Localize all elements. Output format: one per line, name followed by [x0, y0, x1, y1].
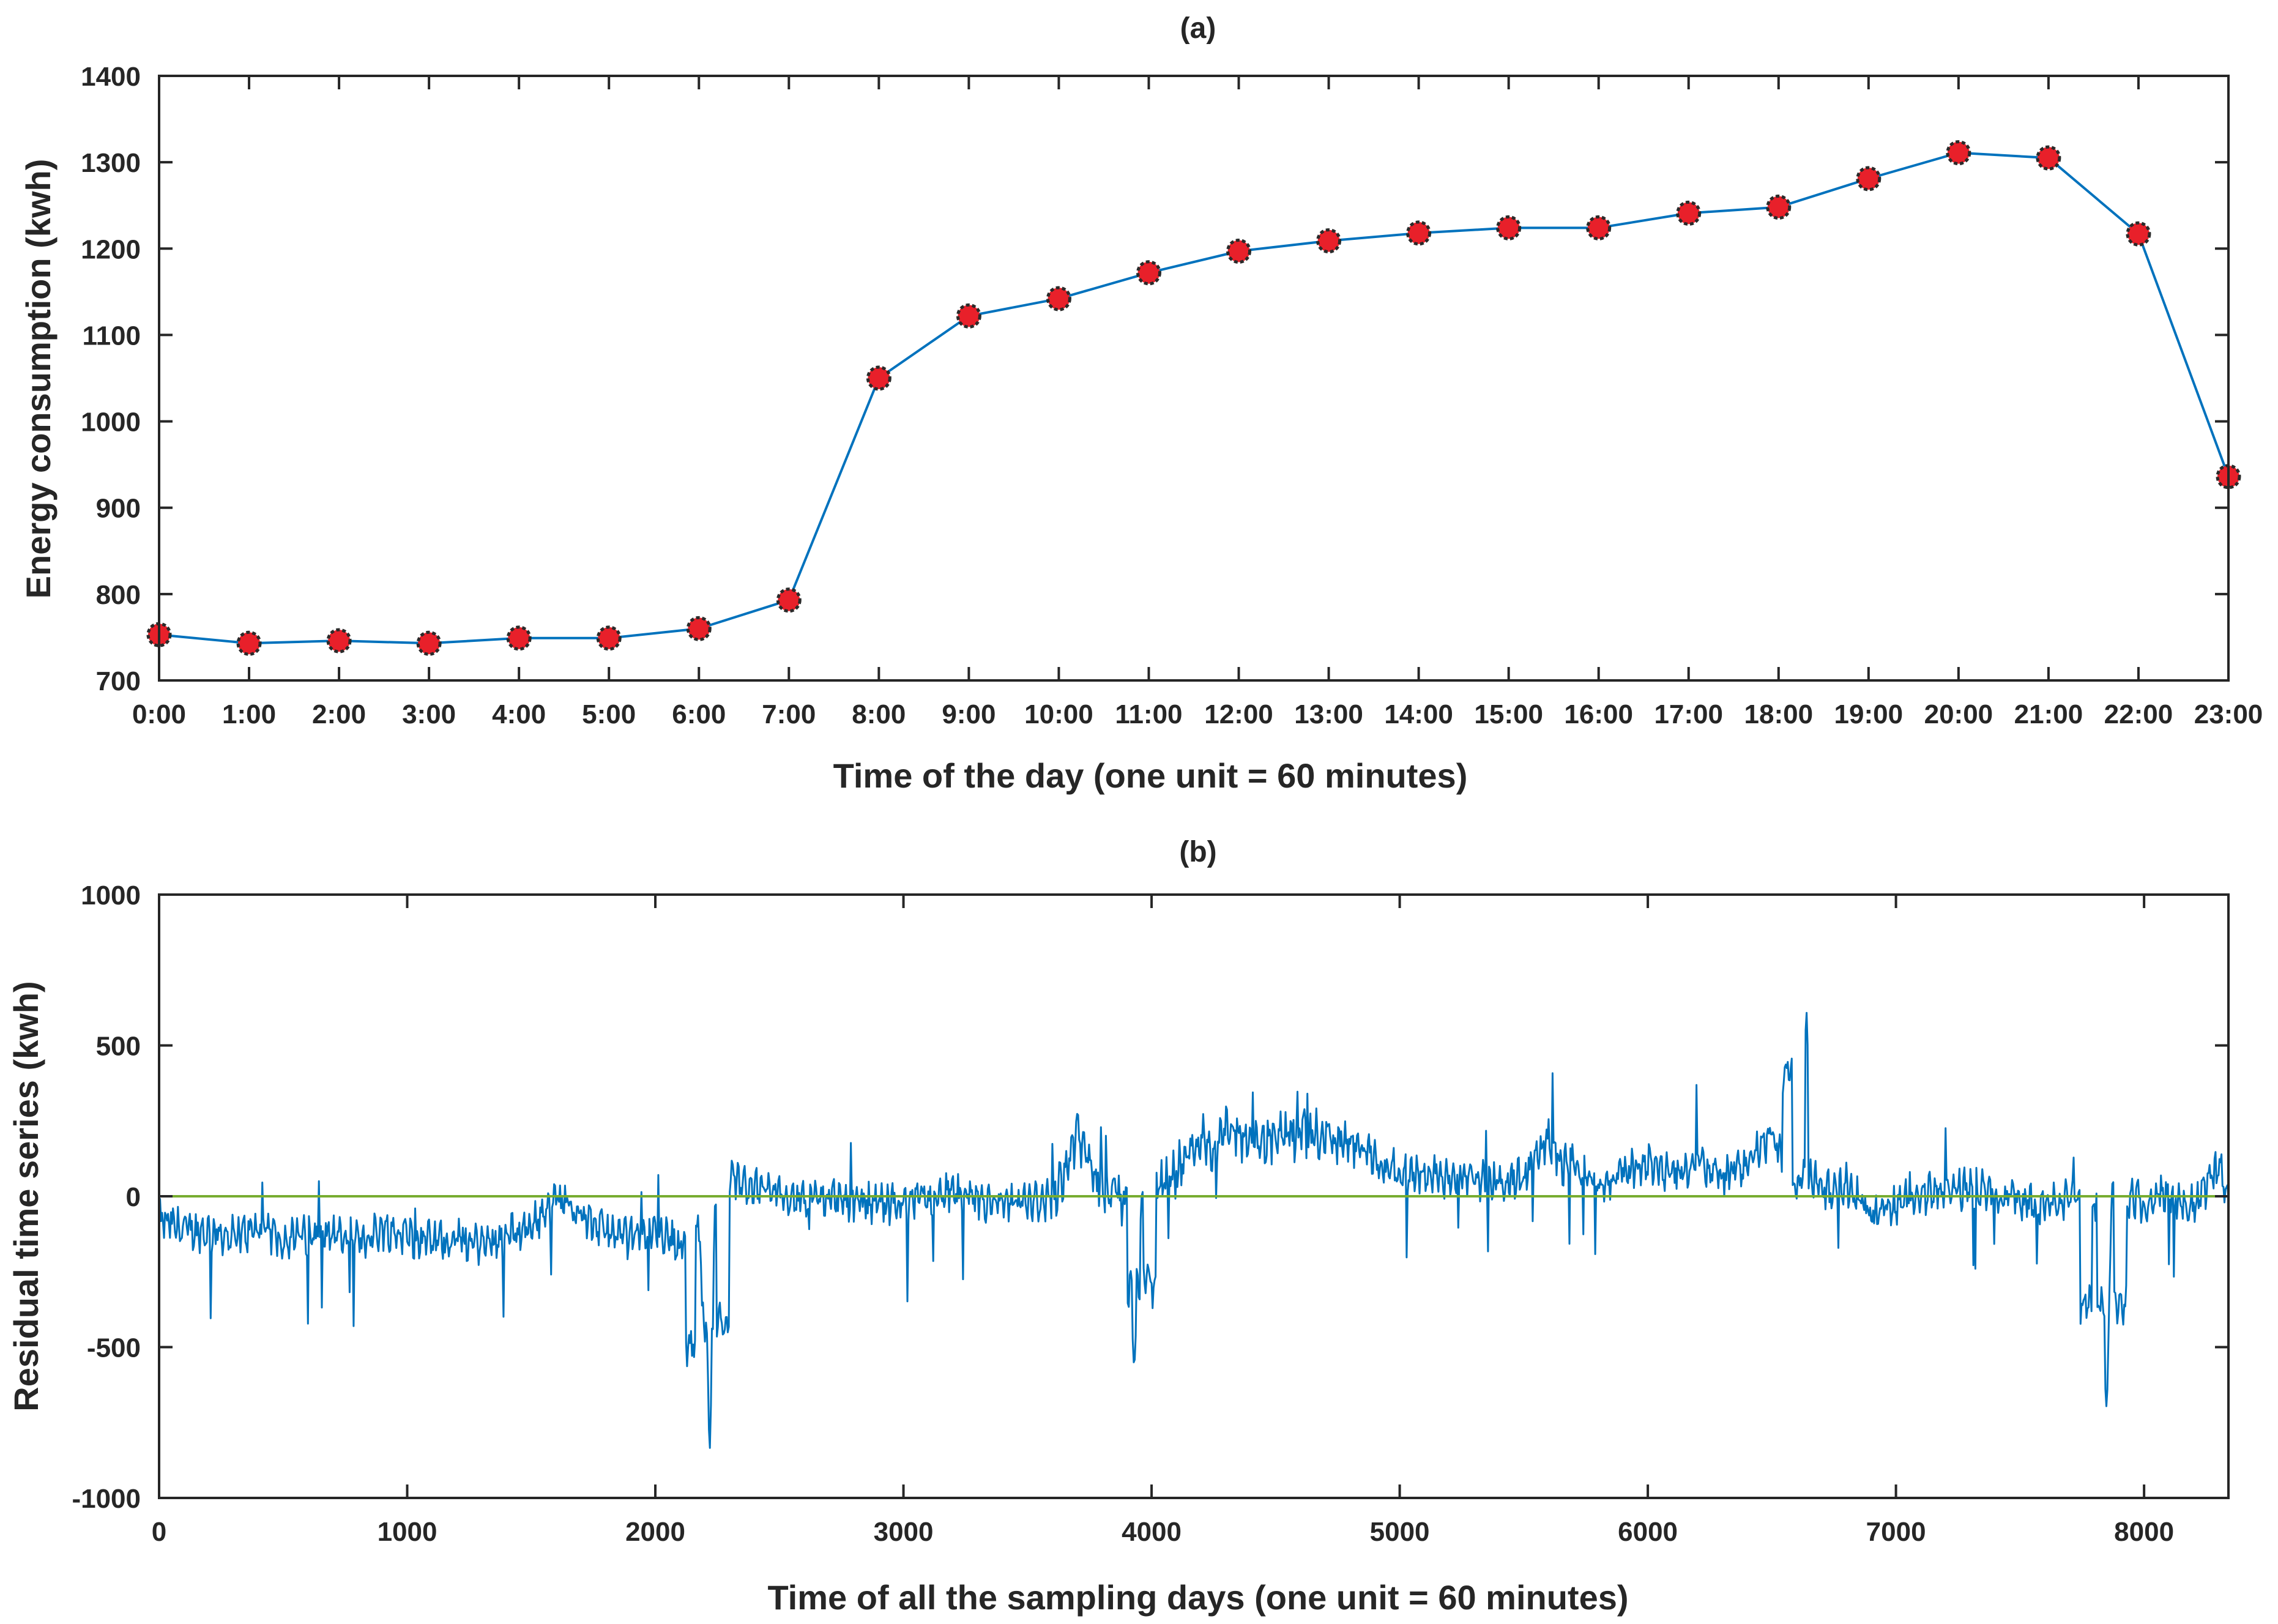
- panel-a-xtick-label: 7:00: [762, 699, 816, 729]
- panel-a-ylabel: Energy consumption (kwh): [19, 159, 58, 599]
- panel-a-ytick-label: 1000: [81, 408, 141, 438]
- panel-b-xtick-label: 1000: [378, 1517, 437, 1547]
- panel-a-xtick-label: 8:00: [852, 699, 906, 729]
- panel-a-ytick-label: 1200: [81, 234, 141, 264]
- panel-b-xtick-label: 5000: [1370, 1517, 1430, 1547]
- panel-a-xtick-label: 15:00: [1474, 699, 1543, 729]
- panel-a-data-point: [236, 630, 262, 656]
- panel-a-xtick-label: 6:00: [672, 699, 726, 729]
- panel-a-ytick-label: 700: [96, 666, 141, 696]
- panel-a-data-point: [1766, 195, 1792, 220]
- panel-a-xtick-label: 23:00: [2194, 699, 2263, 729]
- panel-b-plot-area: [158, 1011, 2230, 1449]
- panel-a-data-point: [1496, 215, 1522, 240]
- panel-b-ytick-label: -500: [87, 1333, 141, 1363]
- panel-b-xtick-label: 8000: [2114, 1517, 2174, 1547]
- panel-a-data-point: [1136, 260, 1161, 286]
- panel-a-xlabel: Time of the day (one unit = 60 minutes): [833, 756, 1468, 795]
- panel-b-ytick-label: 1000: [81, 881, 141, 911]
- panel-a-data-point: [596, 625, 622, 651]
- panel-a-data-point: [2126, 221, 2151, 247]
- panel-b-ticks: -1000 -500 0 500 1000 0 1000 2000 3000 4000 5000 60…: [72, 881, 2228, 1547]
- panel-a-ytick-label: 1100: [83, 321, 141, 351]
- panel-a-xtick-label: 13:00: [1294, 699, 1363, 729]
- panel-a-xtick-label: 5:00: [582, 699, 636, 729]
- panel-b-xtick-label: 6000: [1618, 1517, 1678, 1547]
- panel-a-xtick-label: 9:00: [942, 699, 996, 729]
- panel-a-xtick-label: 12:00: [1204, 699, 1273, 729]
- panel-a-ticks: 700 800 900 1000 1100 1200 1300 1400 0:00 1:00 2:0…: [81, 62, 2263, 729]
- panel-a-data-point: [2036, 145, 2061, 171]
- panel-a-ytick-label: 1300: [81, 148, 141, 178]
- panel-a-xtick-label: 10:00: [1024, 699, 1093, 729]
- panel-a-data-point: [1676, 200, 1702, 226]
- panel-a-axes-box: [158, 75, 2230, 682]
- panel-a-xtick-label: 22:00: [2104, 699, 2173, 729]
- panel-a-data-point: [686, 616, 712, 641]
- panel-a-data-point: [506, 625, 532, 651]
- panel-a-plot-area: [146, 140, 2241, 656]
- panel-a-xtick-label: 1:00: [222, 699, 276, 729]
- panel-a-xtick-label: 4:00: [492, 699, 546, 729]
- panel-b-ytick-label: -1000: [72, 1484, 141, 1514]
- panel-b-ylabel: Residual time series (kwh): [7, 981, 45, 1411]
- panel-a-xtick-label: 17:00: [1654, 699, 1723, 729]
- panel-a-data-point: [1856, 166, 1882, 192]
- panel-a-data-point: [326, 628, 352, 654]
- panel-a-data-point: [1586, 215, 1612, 240]
- panel-a-xtick-label: 2:00: [312, 699, 366, 729]
- panel-a-xtick-label: 18:00: [1744, 699, 1814, 729]
- panel-a-data-point: [1946, 140, 1971, 166]
- panel-a-ytick-label: 900: [96, 494, 141, 524]
- panel-b-xtick-label: 7000: [1866, 1517, 1926, 1547]
- panel-b-xlabel: Time of all the sampling days (one unit …: [767, 1578, 1628, 1617]
- panel-b-xtick-label: 2000: [625, 1517, 685, 1547]
- panel-a-data-point: [956, 303, 981, 329]
- panel-a-data-point: [1226, 239, 1252, 264]
- panel-a-data-point: [416, 630, 442, 656]
- panel-b-residual-series: (b) -1000 -500 0 500 1000 0 1000 2000 3000 4000 50…: [7, 836, 2230, 1617]
- panel-a-xtick-label: 20:00: [1924, 699, 1993, 729]
- panel-a-ytick-label: 800: [96, 580, 141, 610]
- panel-b-ytick-label: 0: [126, 1182, 141, 1212]
- panel-a-data-point: [866, 365, 891, 391]
- panel-a-xtick-label: 21:00: [2014, 699, 2083, 729]
- panel-b-ytick-label: 500: [96, 1032, 141, 1062]
- panel-a-energy-consumption: (a) 700 800 900 1000 1100 1200 1300 1400 0:00 1:0…: [19, 12, 2263, 795]
- panel-a-title: (a): [1180, 12, 1216, 45]
- panel-a-xtick-label: 16:00: [1564, 699, 1633, 729]
- panel-a-xtick-label: 3:00: [402, 699, 456, 729]
- panel-b-title: (b): [1179, 836, 1216, 868]
- panel-b-xtick-label: 0: [152, 1517, 166, 1547]
- panel-b-xtick-label: 4000: [1122, 1517, 1182, 1547]
- panel-b-xtick-label: 3000: [874, 1517, 934, 1547]
- panel-a-data-point: [1406, 220, 1432, 246]
- panel-a-series-line: [158, 151, 2230, 645]
- panel-a-ytick-label: 1400: [81, 62, 141, 92]
- panel-a-xtick-label: 14:00: [1384, 699, 1453, 729]
- panel-a-xtick-label: 19:00: [1834, 699, 1904, 729]
- panel-a-xtick-label: 11:00: [1115, 699, 1182, 729]
- panel-b-residual-line: [158, 1011, 2230, 1449]
- panel-a-data-point: [1316, 228, 1342, 254]
- panel-a-data-point: [1046, 286, 1071, 311]
- panel-a-data-point: [776, 587, 802, 613]
- panel-a-xtick-label: 0:00: [132, 699, 186, 729]
